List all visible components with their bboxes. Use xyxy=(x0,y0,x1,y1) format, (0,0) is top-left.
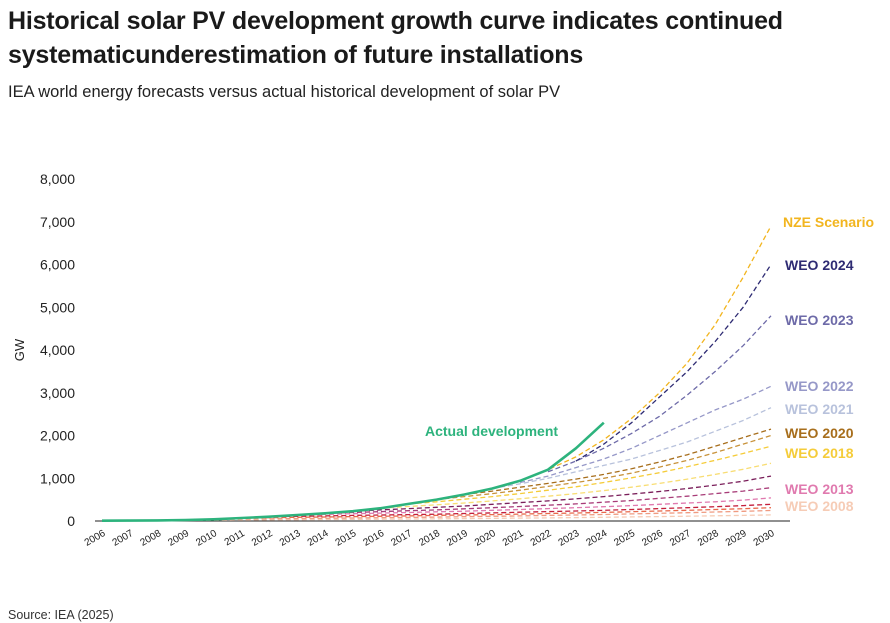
x-tick-label: 2014 xyxy=(306,528,331,549)
x-tick-label: 2024 xyxy=(584,528,609,549)
series-line-weo-2018 xyxy=(408,445,772,505)
series-line-forecast-11 xyxy=(324,487,772,514)
x-tick-label: 2012 xyxy=(250,528,275,549)
series-line-weo-2023 xyxy=(547,315,772,473)
series-label-weo-2013: WEO 2013 xyxy=(785,481,854,497)
series-line-weo-2021 xyxy=(492,407,772,490)
y-tick-label: 7,000 xyxy=(40,214,75,230)
y-axis-label: GW xyxy=(12,338,27,361)
x-tick-label: 2025 xyxy=(612,528,637,549)
series-label-weo-2020: WEO 2020 xyxy=(785,425,854,441)
y-tick-label: 1,000 xyxy=(40,470,75,486)
series-label-weo-2008: WEO 2008 xyxy=(785,498,854,514)
series-line-weo-2022 xyxy=(519,385,772,484)
series-label-weo-2022: WEO 2022 xyxy=(785,378,854,394)
source-note: Source: IEA (2025) xyxy=(8,608,114,622)
x-tick-label: 2019 xyxy=(445,528,470,549)
y-tick-label: 2,000 xyxy=(40,428,75,444)
series-line-forecast-14 xyxy=(241,507,772,519)
x-tick-label: 2018 xyxy=(417,528,442,549)
series-label-weo-2018: WEO 2018 xyxy=(785,445,854,461)
series-line-weo-2008 xyxy=(157,514,772,522)
y-tick-label: 6,000 xyxy=(40,257,75,273)
series-label-actual-development: Actual development xyxy=(425,423,558,439)
x-tick-label: 2006 xyxy=(83,528,108,549)
series-line-forecast-13 xyxy=(269,503,772,518)
x-tick-label: 2029 xyxy=(724,528,749,549)
series-line-weo-2020 xyxy=(464,428,772,496)
series-line-forecast-9 xyxy=(380,462,772,509)
x-tick-label: 2027 xyxy=(668,528,693,549)
x-tick-label: 2021 xyxy=(501,528,526,549)
series-line-forecast-15 xyxy=(213,509,772,520)
x-tick-label: 2009 xyxy=(166,528,191,549)
series-line-nze-scenario xyxy=(519,225,772,482)
x-tick-label: 2010 xyxy=(194,528,219,549)
x-tick-label: 2017 xyxy=(389,528,414,549)
series-line-actual-development xyxy=(101,421,605,523)
x-tick-label: 2026 xyxy=(640,528,665,549)
x-tick-label: 2022 xyxy=(529,528,554,549)
series-label-nze-scenario: NZE Scenario xyxy=(783,214,874,230)
y-tick-label: 8,000 xyxy=(40,171,75,187)
y-tick-label: 5,000 xyxy=(40,299,75,315)
series-label-weo-2023: WEO 2023 xyxy=(785,312,854,328)
series-line-forecast-7 xyxy=(436,434,772,501)
x-tick-label: 2015 xyxy=(334,528,359,549)
series-label-weo-2021: WEO 2021 xyxy=(785,401,854,417)
chart-title: Historical solar PV development growth c… xyxy=(8,7,783,69)
line-chart: 0 1,000 2,000 3,000 4,000 5,000 6,000 7,000 8,00… xyxy=(12,171,874,549)
x-tick-label: 2030 xyxy=(752,528,777,549)
x-tick-label: 2007 xyxy=(111,528,136,549)
series-line-weo-2024 xyxy=(575,264,772,462)
series-line-forecast-10 xyxy=(352,475,772,512)
y-tick-label: 4,000 xyxy=(40,342,75,358)
x-tick-label: 2011 xyxy=(223,528,248,548)
x-tick-label: 2013 xyxy=(278,528,303,549)
y-tick-label: 3,000 xyxy=(40,385,75,401)
x-tick-label: 2028 xyxy=(696,528,721,549)
y-tick-label: 0 xyxy=(67,513,75,529)
x-tick-label: 2016 xyxy=(361,528,386,549)
x-tick-label: 2023 xyxy=(557,528,582,549)
chart-subtitle: IEA world energy forecasts versus actual… xyxy=(8,83,561,101)
x-tick-label: 2020 xyxy=(473,528,498,549)
x-tick-label: 2008 xyxy=(138,528,163,549)
series-line-weo-2013 xyxy=(297,497,772,516)
series-label-weo-2024: WEO 2024 xyxy=(785,257,854,273)
